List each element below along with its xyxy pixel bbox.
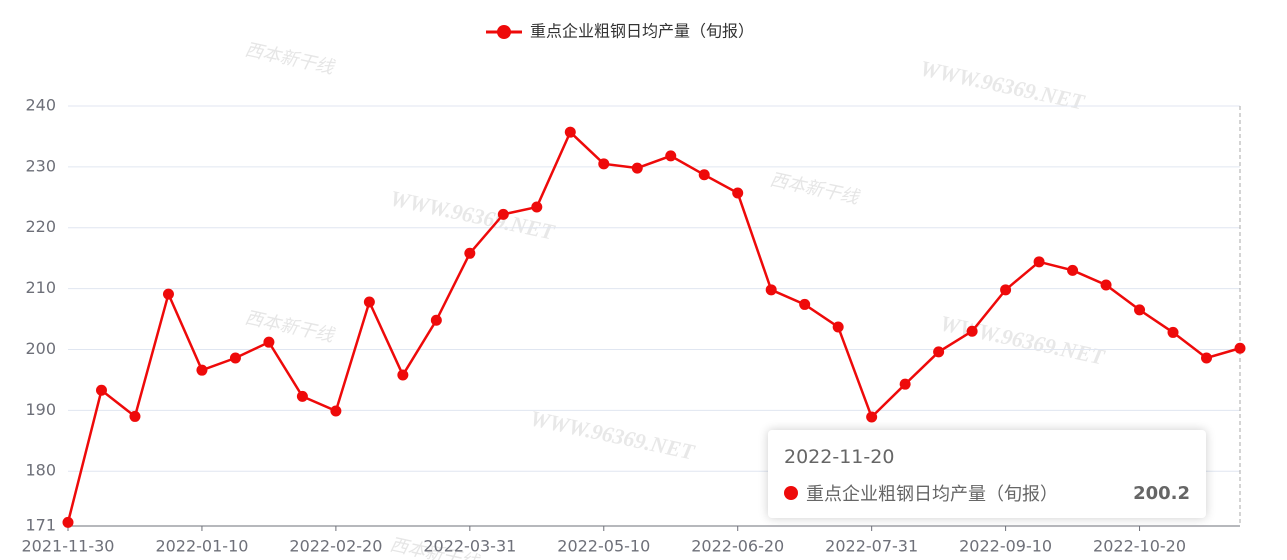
point	[564, 126, 576, 138]
point	[464, 247, 476, 259]
tooltip: 2022-11-20 重点企业粗钢日均产量（旬报） 200.2	[768, 430, 1206, 518]
point	[799, 298, 811, 310]
point	[1000, 284, 1012, 296]
point	[1167, 326, 1179, 338]
y-tick-label: 230	[25, 156, 56, 175]
point	[497, 208, 509, 220]
point	[698, 169, 710, 181]
point	[162, 288, 174, 300]
point	[95, 384, 107, 396]
watermark: WWW.96369.NET	[388, 185, 558, 245]
x-tick-label: 2022-07-31	[825, 537, 918, 556]
line	[66, 130, 1241, 523]
x-tick-label: 2022-01-10	[155, 537, 248, 556]
x-tick-label: 2022-06-20	[691, 537, 784, 556]
point	[430, 314, 442, 326]
y-tick-label: 210	[25, 278, 56, 297]
tooltip-date: 2022-11-20	[784, 446, 895, 468]
tooltip-dot	[784, 486, 798, 500]
point	[1134, 304, 1146, 316]
plot	[62, 126, 1246, 528]
point	[598, 158, 610, 170]
tooltip-value: 200.2	[1133, 482, 1190, 504]
x-tick-label: 2022-05-10	[557, 537, 650, 556]
point	[631, 162, 643, 174]
point	[129, 410, 141, 422]
x-tick-label: 2022-02-20	[289, 537, 382, 556]
x-tick-label: 2022-09-10	[959, 537, 1052, 556]
y-tick-label: 180	[25, 461, 56, 480]
point	[1033, 256, 1045, 268]
y-tick-label: 171	[25, 516, 56, 535]
legend-marker	[497, 25, 511, 39]
tooltip-row: 重点企业粗钢日均产量（旬报） 200.2	[784, 480, 1190, 506]
point	[1067, 264, 1079, 276]
watermark-logo: 西本新干线	[243, 307, 337, 347]
legend-label: 重点企业粗钢日均产量（旬报）	[530, 22, 754, 41]
point	[866, 411, 878, 423]
watermark-logo: 西本新干线	[768, 169, 862, 209]
point	[531, 201, 543, 213]
point	[933, 346, 945, 358]
point	[196, 364, 208, 376]
y-tick-label: 220	[25, 217, 56, 236]
point	[397, 369, 409, 381]
tooltip-series: 重点企业粗钢日均产量（旬报）	[806, 484, 1058, 505]
point	[363, 296, 375, 308]
x-tick-label: 2022-03-31	[423, 537, 516, 556]
point	[966, 325, 978, 337]
point	[732, 187, 744, 199]
point	[229, 352, 241, 364]
x-tick-label: 2021-11-30	[22, 537, 115, 556]
x-tick-label: 2022-10-20	[1093, 537, 1186, 556]
point	[665, 150, 677, 162]
point	[1201, 352, 1213, 364]
point	[1234, 342, 1246, 354]
point	[832, 321, 844, 333]
y-tick-label: 200	[25, 339, 56, 358]
point	[1100, 279, 1112, 291]
watermark: WWW.96369.NET	[938, 310, 1108, 370]
point	[263, 336, 275, 348]
point	[296, 390, 308, 402]
watermark-logo: 西本新干线	[243, 39, 337, 79]
y-tick-label: 190	[25, 400, 56, 419]
y-tick-label: 240	[25, 96, 56, 115]
point	[765, 284, 777, 296]
point	[62, 516, 74, 528]
legend[interactable]: 重点企业粗钢日均产量（旬报）	[486, 22, 754, 41]
watermark: WWW.96369.NET	[528, 405, 698, 465]
point	[330, 405, 342, 417]
point	[899, 378, 911, 390]
